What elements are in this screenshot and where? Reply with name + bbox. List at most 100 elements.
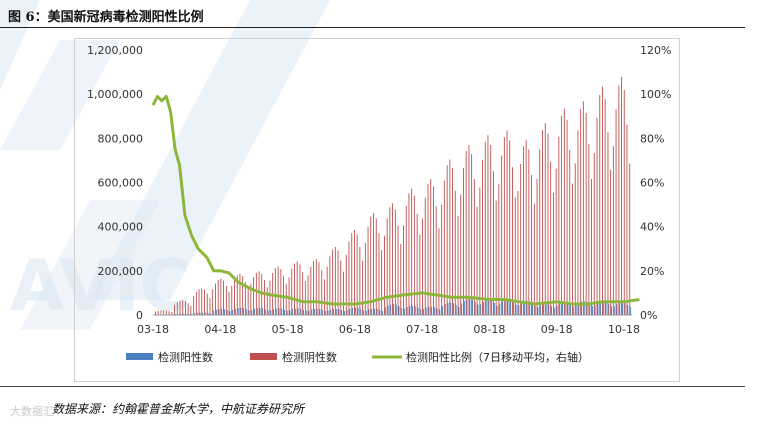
negative-test-bar xyxy=(354,230,355,315)
negative-test-bar xyxy=(591,179,592,315)
positive-test-bar xyxy=(273,309,274,315)
negative-test-bar xyxy=(446,165,448,315)
positive-test-bar xyxy=(349,308,351,315)
ratio-line-series xyxy=(151,94,640,306)
positive-test-bar xyxy=(403,308,405,315)
negative-test-bar xyxy=(460,194,462,315)
positive-test-bar xyxy=(589,303,591,315)
negative-test-bar xyxy=(364,242,366,315)
positive-test-bar xyxy=(605,301,607,315)
negative-test-bar xyxy=(228,291,230,315)
positive-test-bar xyxy=(303,309,304,315)
positive-test-bar xyxy=(183,313,185,315)
negative-test-bar xyxy=(209,298,211,315)
positive-test-bar xyxy=(578,302,580,315)
y-right-tick-label: 0% xyxy=(640,309,657,322)
negative-test-bar xyxy=(367,226,369,315)
positive-test-bar xyxy=(553,307,555,315)
positive-test-bar xyxy=(218,309,220,315)
negative-test-bar xyxy=(629,163,631,315)
negative-test-bar xyxy=(506,130,508,315)
positive-test-bar xyxy=(387,305,389,315)
positive-test-bar xyxy=(444,304,446,315)
positive-test-bar xyxy=(447,302,449,315)
negative-test-bar xyxy=(517,191,519,315)
positive-test-bar xyxy=(360,309,362,315)
positive-test-bar xyxy=(439,309,441,315)
positive-test-bar xyxy=(485,300,487,315)
positive-test-bar xyxy=(502,301,503,315)
negative-test-bar xyxy=(244,282,246,315)
negative-test-bar xyxy=(468,145,470,315)
positive-test-bar xyxy=(556,305,558,315)
positive-test-bar xyxy=(526,300,528,315)
positive-test-bar xyxy=(401,308,403,315)
y-right-tick-label: 120% xyxy=(640,44,671,57)
positive-test-bar xyxy=(570,304,572,315)
positive-test-bar xyxy=(308,310,310,315)
positive-test-bar xyxy=(215,309,217,315)
positive-test-bar xyxy=(300,308,302,315)
legend-label-ratio: 检测阳性比例（7日移动平均，右轴） xyxy=(406,350,589,364)
negative-test-bar xyxy=(179,301,181,315)
negative-test-bar xyxy=(185,301,186,315)
positive-test-bar xyxy=(314,308,315,315)
negative-test-bar xyxy=(512,167,513,315)
positive-test-bar xyxy=(586,301,588,315)
positive-test-bar xyxy=(379,309,381,315)
negative-test-bar xyxy=(215,283,216,315)
negative-test-bar xyxy=(493,171,494,315)
negative-test-bar xyxy=(542,130,543,315)
positive-test-bar xyxy=(572,306,574,315)
positive-test-bar xyxy=(294,308,296,315)
negative-test-bar xyxy=(400,243,402,315)
positive-test-bar xyxy=(213,310,214,315)
negative-test-bar xyxy=(449,159,451,315)
positive-test-bar xyxy=(330,309,332,315)
y-left-tick-label: 600,000 xyxy=(98,177,144,190)
negative-test-bar xyxy=(220,278,222,315)
positive-test-bar xyxy=(469,298,471,315)
positive-test-bar xyxy=(382,311,383,315)
positive-test-bar xyxy=(292,309,294,315)
negative-test-bar xyxy=(212,289,214,315)
negative-test-bar xyxy=(482,159,483,315)
positive-test-bar xyxy=(548,304,550,315)
negative-test-bar xyxy=(193,296,195,315)
negative-test-bar xyxy=(266,287,268,315)
negative-test-bar xyxy=(343,271,344,315)
negative-test-bar xyxy=(430,179,432,315)
negative-test-bar xyxy=(593,153,595,315)
negative-test-bar xyxy=(408,193,410,315)
negative-test-bar xyxy=(201,288,203,315)
positive-test-bar xyxy=(322,309,324,315)
negative-test-bar xyxy=(438,228,440,315)
negative-test-bar xyxy=(544,123,546,315)
positive-test-bar xyxy=(205,312,206,315)
negative-test-bar xyxy=(484,141,486,315)
negative-test-bar xyxy=(523,146,524,315)
positive-test-bar xyxy=(575,305,577,315)
positive-test-bar xyxy=(395,304,397,315)
negative-test-bar xyxy=(604,99,606,315)
positive-test-bar xyxy=(450,302,452,315)
positive-test-bar xyxy=(472,299,473,315)
x-tick-label: 04-18 xyxy=(204,323,236,336)
positive-test-bar xyxy=(270,310,272,315)
positive-test-bar xyxy=(515,304,517,315)
negative-test-bar xyxy=(187,303,189,315)
positive-test-bar xyxy=(627,305,629,315)
positive-test-bar xyxy=(297,308,299,315)
negative-test-bar xyxy=(373,213,374,315)
negative-test-bar xyxy=(574,163,576,315)
positive-test-bar xyxy=(619,303,621,315)
positive-test-bar xyxy=(564,301,566,315)
negative-test-bar xyxy=(621,76,622,316)
positive-test-bar xyxy=(354,307,356,315)
negative-test-bar xyxy=(217,279,219,315)
negative-test-bar xyxy=(433,186,434,315)
bar-series xyxy=(155,76,632,316)
negative-test-bar xyxy=(324,279,325,315)
negative-test-bar xyxy=(533,203,535,315)
